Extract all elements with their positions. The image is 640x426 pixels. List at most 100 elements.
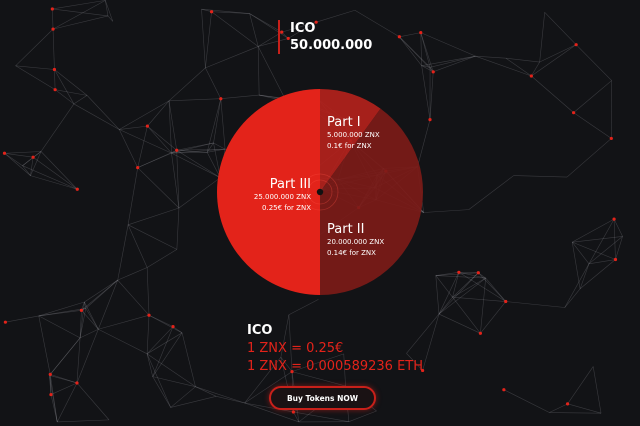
ico-header: ICO 50.000.000	[278, 20, 372, 54]
network-line	[572, 241, 590, 264]
network-node	[31, 155, 35, 159]
network-line	[213, 98, 222, 144]
network-line	[475, 55, 532, 77]
network-line	[117, 279, 150, 316]
network-line	[571, 242, 581, 289]
network-line	[137, 167, 180, 209]
network-node	[75, 187, 79, 191]
network-line	[244, 371, 293, 404]
network-line	[38, 315, 51, 375]
network-line	[146, 315, 150, 354]
network-line	[73, 95, 88, 105]
network-line	[73, 103, 120, 130]
network-line	[176, 142, 214, 151]
network-line	[79, 301, 85, 338]
network-line	[56, 382, 78, 423]
network-line	[105, 0, 114, 22]
network-line	[399, 32, 421, 38]
network-line	[176, 150, 180, 209]
network-node	[529, 74, 533, 78]
network-line	[117, 224, 129, 281]
pie-slice-1	[320, 89, 381, 192]
network-node	[175, 148, 179, 152]
network-line	[452, 296, 506, 302]
network-line	[127, 167, 138, 225]
network-line	[433, 55, 476, 73]
ico-total: 50.000.000	[290, 38, 373, 53]
network-line	[79, 310, 82, 338]
network-line	[57, 419, 110, 423]
network-line	[54, 89, 75, 105]
ico-title: ICO	[290, 21, 316, 36]
network-line	[421, 65, 431, 120]
network-node	[419, 31, 423, 35]
network-line	[435, 272, 479, 276]
network-node	[147, 313, 151, 317]
network-line	[291, 353, 344, 372]
network-node	[79, 308, 84, 312]
network-line	[195, 386, 217, 397]
network-line	[49, 375, 52, 395]
network-line	[119, 125, 148, 130]
network-line	[30, 151, 42, 176]
network-line	[249, 13, 289, 39]
pie-slice-3	[217, 89, 320, 295]
network-line	[213, 142, 226, 150]
network-line	[38, 315, 81, 339]
network-line	[244, 402, 294, 413]
network-node	[428, 118, 432, 122]
network-line	[291, 371, 346, 387]
network-line	[5, 315, 39, 323]
network-line	[539, 44, 577, 63]
network-node	[136, 166, 140, 170]
network-line	[480, 278, 486, 334]
network-node	[574, 43, 578, 47]
network-line	[55, 89, 88, 96]
network-line	[98, 328, 148, 355]
network-line	[119, 129, 172, 154]
network-line	[354, 10, 400, 38]
network-line	[475, 55, 506, 59]
network-line	[420, 32, 422, 66]
network-line	[572, 241, 616, 260]
buy-tokens-button[interactable]: Buy Tokens NOW	[269, 386, 376, 410]
network-line	[85, 308, 99, 330]
network-line	[579, 263, 590, 289]
network-line	[171, 142, 214, 154]
network-line	[22, 151, 42, 166]
network-line	[588, 259, 616, 265]
network-line	[549, 403, 568, 413]
network-line	[417, 119, 431, 167]
network-line	[421, 65, 431, 68]
network-line	[575, 44, 612, 81]
network-line	[85, 279, 118, 309]
part-1-name: Part I	[327, 115, 361, 130]
network-line	[566, 138, 612, 178]
network-node	[49, 392, 53, 397]
network-line	[168, 100, 172, 154]
network-node	[290, 370, 294, 374]
part-1-price: 0.1€ for ZNX	[327, 142, 372, 150]
network-node	[314, 20, 318, 24]
network-node	[457, 270, 461, 274]
network-line	[137, 149, 177, 168]
network-line	[244, 402, 299, 423]
network-node	[3, 320, 8, 324]
network-line	[178, 177, 221, 209]
network-line	[54, 69, 56, 90]
network-line	[38, 308, 86, 317]
network-line	[50, 374, 78, 384]
network-line	[127, 224, 178, 250]
network-line	[98, 280, 118, 330]
network-line	[176, 208, 180, 250]
network-line	[281, 21, 317, 33]
network-line	[420, 32, 431, 68]
pie-slice-2	[320, 108, 424, 295]
network-line	[429, 71, 434, 120]
network-line	[146, 353, 196, 387]
network-line	[201, 8, 250, 14]
network-line	[22, 165, 78, 190]
network-line	[22, 165, 31, 176]
rates-block: ICO 1 ZNX = 0.25€ 1 ZNX = 0.000589236 ET…	[247, 322, 423, 376]
